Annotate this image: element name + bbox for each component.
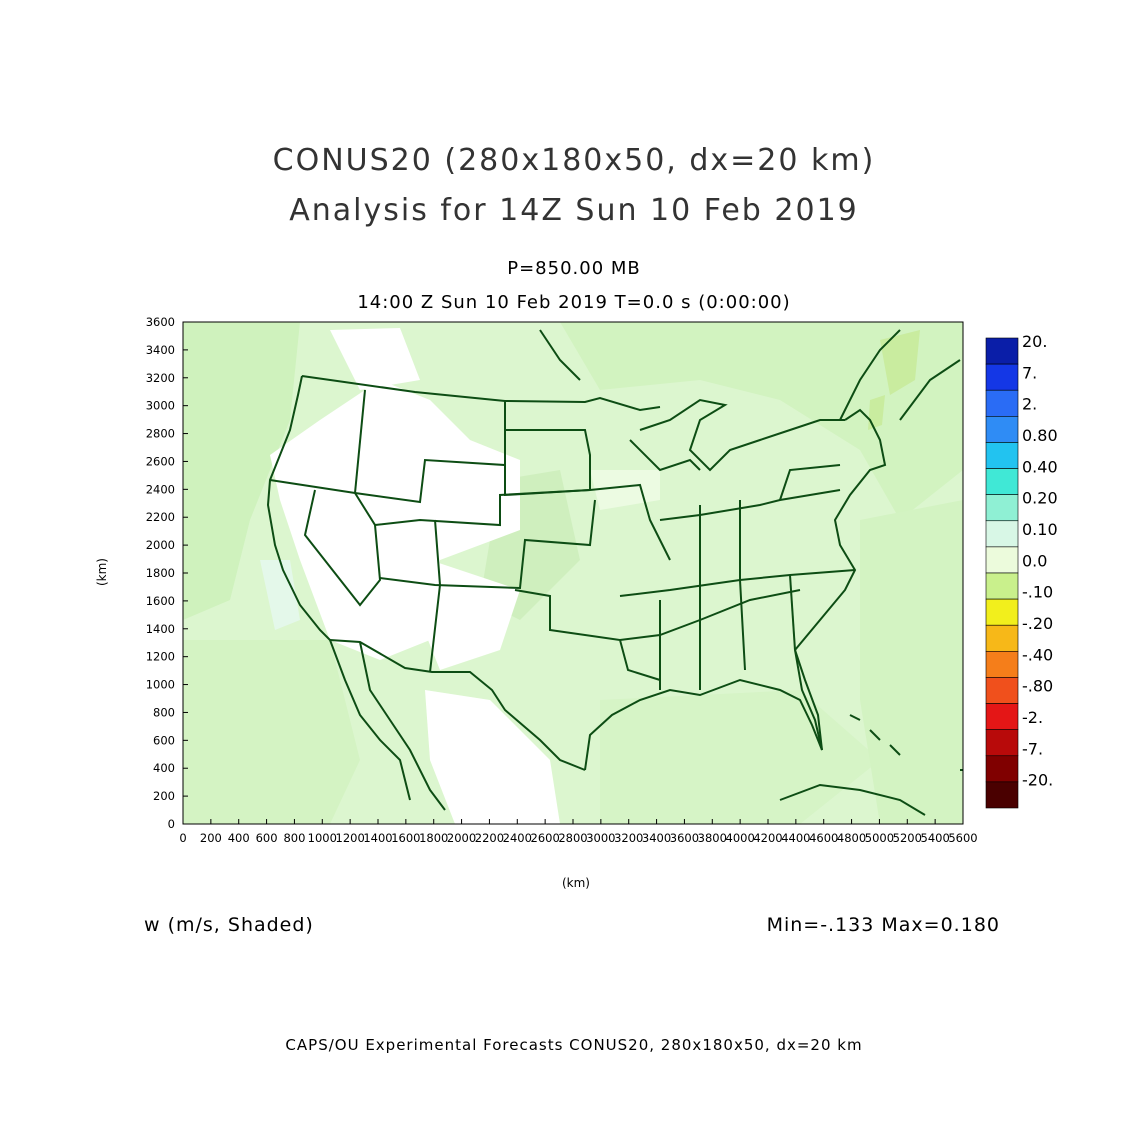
colorbar-label: 2.	[1022, 395, 1037, 414]
x-tick-label: 1200	[336, 831, 365, 845]
y-tick-label: 600	[153, 733, 175, 747]
x-tick-label: 1000	[308, 831, 337, 845]
colorbar-swatch	[985, 624, 1019, 652]
colorbar-label: -.40	[1022, 645, 1053, 664]
x-tick-label: 2800	[558, 831, 587, 845]
colorbar-label: 0.40	[1022, 457, 1058, 476]
x-tick-label: 4200	[753, 831, 782, 845]
y-tick-label: 3200	[146, 371, 175, 385]
x-tick-label: 2000	[447, 831, 476, 845]
x-tick-label: 3600	[670, 831, 699, 845]
x-tick-label: 600	[256, 831, 278, 845]
y-tick-label: 2800	[146, 427, 175, 441]
x-tick-label: 4800	[837, 831, 866, 845]
y-tick-label: 1200	[146, 650, 175, 664]
colorbar-label: 0.10	[1022, 520, 1058, 539]
colorbar-swatch	[985, 703, 1019, 730]
colorbar-swatch	[985, 572, 1019, 600]
x-tick-label: 1600	[391, 831, 420, 845]
x-tick-label: 1800	[419, 831, 448, 845]
colorbar-label: -.20	[1022, 614, 1053, 633]
x-tick-label: 5600	[948, 831, 977, 845]
x-tick-label: 3800	[698, 831, 727, 845]
y-tick-label: 1800	[146, 566, 175, 580]
colorbar-swatch	[985, 729, 1019, 757]
colorbar-swatch	[985, 442, 1019, 469]
colorbar-swatch	[985, 468, 1019, 495]
state-boundaries	[266, 329, 963, 816]
colorbar-label: -2.	[1022, 708, 1043, 727]
shaded-field	[183, 322, 963, 824]
y-tick-label: 2200	[146, 510, 175, 524]
x-tick-label: 5000	[865, 831, 894, 845]
x-tick-label: 4000	[726, 831, 755, 845]
colorbar-swatch	[985, 389, 1019, 417]
pressure-level: P=850.00 MB	[507, 258, 641, 279]
x-tick-label: 3400	[642, 831, 671, 845]
valid-time: 14:00 Z Sun 10 Feb 2019 T=0.0 s (0:00:00…	[357, 292, 791, 313]
colorbar-swatch	[985, 598, 1019, 626]
y-tick-label: 3400	[146, 343, 175, 357]
colorbar-label: 0.0	[1022, 551, 1047, 570]
x-tick-label: 800	[283, 831, 305, 845]
y-tick-label: 200	[153, 789, 175, 803]
x-axis-label: (km)	[562, 876, 590, 890]
y-tick-label: 1400	[146, 622, 175, 636]
x-tick-label: 5200	[893, 831, 922, 845]
y-tick-label: 800	[153, 705, 175, 719]
x-tick-label: 400	[228, 831, 250, 845]
y-tick-label: 2400	[146, 482, 175, 496]
colorbar-swatch	[985, 363, 1019, 391]
colorbar-swatch	[985, 337, 1019, 365]
colorbar-label: -7.	[1022, 739, 1043, 758]
colorbar-label: -.80	[1022, 677, 1053, 696]
y-tick-label: 400	[153, 761, 175, 775]
x-tick-label: 1400	[363, 831, 392, 845]
colorbar-label: 0.80	[1022, 426, 1058, 445]
figure-title: CONUS20 (280x180x50, dx=20 km)	[272, 143, 876, 178]
x-axis: 0 200 400 600 800 100012001400160018002000220…	[179, 819, 978, 845]
variable-label: w (m/s, Shaded)	[144, 914, 314, 936]
y-tick-label: 1600	[146, 594, 175, 608]
x-tick-label: 5400	[921, 831, 950, 845]
x-tick-label: 4600	[809, 831, 838, 845]
figure-subtitle: Analysis for 14Z Sun 10 Feb 2019	[289, 193, 859, 228]
y-tick-label: 0	[168, 817, 175, 831]
colorbar-label: -.10	[1022, 583, 1053, 602]
x-tick-label: 2400	[503, 831, 532, 845]
y-axis: 0 200 400 600 800 1000 1200 1400 1600 1800 2000 220…	[146, 315, 188, 831]
colorbar-swatch	[985, 416, 1019, 443]
colorbar-swatch	[985, 755, 1019, 783]
y-tick-label: 3000	[146, 399, 175, 413]
colorbar-label: 0.20	[1022, 489, 1058, 508]
x-tick-label: 3000	[586, 831, 615, 845]
colorbar-label: -20.	[1022, 771, 1053, 790]
x-tick-label: 4400	[781, 831, 810, 845]
colorbar: 20. 7. 2. 0.80 0.40 0.20 0.10 0.0 -.10 -.20 -.40 -.…	[985, 332, 1058, 809]
y-tick-label: 2600	[146, 454, 175, 468]
colorbar-swatch	[985, 651, 1019, 678]
colorbar-label: 20.	[1022, 332, 1047, 351]
colorbar-label: 7.	[1022, 363, 1037, 382]
x-tick-label: 200	[200, 831, 222, 845]
footer-credit: CAPS/OU Experimental Forecasts CONUS20, …	[285, 1036, 863, 1054]
y-axis-label: (km)	[95, 558, 109, 586]
x-tick-label: 2600	[531, 831, 560, 845]
colorbar-swatch	[985, 677, 1019, 704]
colorbar-swatch	[985, 781, 1019, 809]
colorbar-swatch	[985, 546, 1019, 574]
y-tick-label: 1000	[146, 678, 175, 692]
x-tick-label: 0	[179, 831, 186, 845]
colorbar-swatch	[985, 494, 1019, 522]
colorbar-swatch	[985, 520, 1019, 548]
y-tick-label: 3600	[146, 315, 175, 329]
min-max-label: Min=-.133 Max=0.180	[766, 914, 1000, 936]
x-tick-label: 3200	[614, 831, 643, 845]
x-tick-label: 2200	[475, 831, 504, 845]
y-tick-label: 2000	[146, 538, 175, 552]
